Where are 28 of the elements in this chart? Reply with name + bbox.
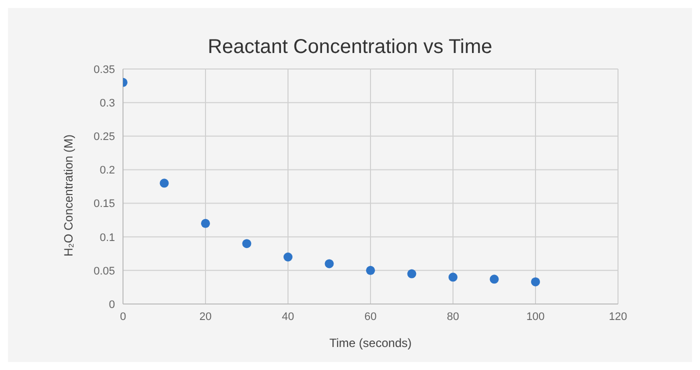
y-tick-label: 0.05	[94, 265, 115, 278]
x-axis-title: Time (seconds)	[329, 336, 412, 350]
x-tick-label: 60	[364, 310, 377, 323]
point	[284, 252, 292, 262]
point	[201, 218, 210, 228]
y-axis-title: H₂O Concentration (M)	[61, 134, 76, 256]
x-tick-label: 100	[526, 310, 545, 323]
y-tick-label: 0	[108, 298, 115, 311]
point	[366, 266, 375, 275]
y-tick-label: 0.25	[94, 131, 115, 144]
point	[242, 239, 252, 248]
point	[160, 178, 169, 188]
point	[324, 259, 334, 268]
y-tick-label: 0.15	[94, 198, 115, 210]
x-tick-label: 120	[608, 310, 628, 323]
y-tick-label: 0.1	[100, 232, 115, 244]
x-tick-label: 0	[120, 310, 126, 323]
x-tick-label: 20	[199, 310, 212, 323]
point	[407, 269, 416, 278]
chart-title: Reactant Concentration vs Time	[206, 35, 494, 59]
x-tick-label: 40	[282, 310, 294, 323]
point	[531, 277, 540, 286]
point	[448, 272, 458, 282]
y-tick-label: 0.2	[100, 164, 115, 177]
y-tick-label: 0.35	[94, 64, 115, 76]
y-tick-label: 0.3	[100, 97, 115, 110]
x-tick-label: 80	[446, 310, 460, 323]
point	[490, 274, 499, 284]
